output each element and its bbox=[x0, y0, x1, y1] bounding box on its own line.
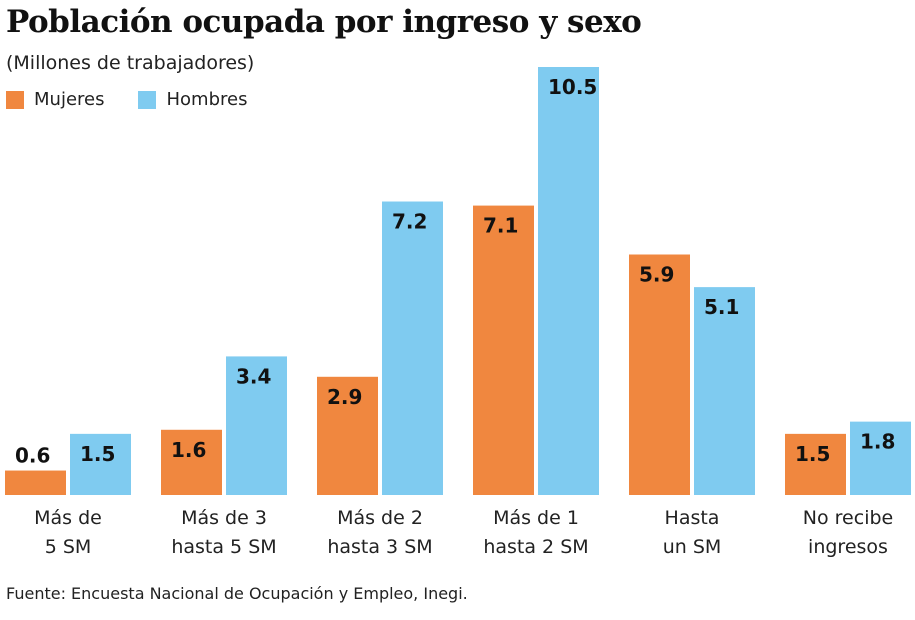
category-label-0: 5 SM bbox=[45, 536, 92, 558]
bar-mujeres-2 bbox=[317, 376, 378, 495]
category-label-1: Más de 3 bbox=[181, 507, 267, 529]
category-label-3: Más de 1 bbox=[493, 507, 579, 529]
category-label-5: ingresos bbox=[808, 536, 888, 558]
data-label-mujeres-4: 5.9 bbox=[639, 263, 674, 287]
chart-subtitle: (Millones de trabajadores) bbox=[6, 52, 255, 74]
data-label-mujeres-3: 7.1 bbox=[483, 214, 518, 238]
category-label-3: hasta 2 SM bbox=[483, 536, 588, 558]
legend: Mujeres Hombres bbox=[6, 89, 247, 110]
legend-item-hombres: Hombres bbox=[138, 89, 247, 110]
bar-mujeres-3 bbox=[473, 205, 534, 496]
bar-mujeres-4 bbox=[629, 254, 690, 495]
bar-hombres-5 bbox=[850, 421, 911, 495]
bar-mujeres-1 bbox=[161, 429, 222, 495]
category-label-5: No recibe bbox=[803, 507, 893, 529]
bar-mujeres-0 bbox=[5, 470, 66, 495]
category-label-2: hasta 3 SM bbox=[327, 536, 432, 558]
category-label-4: Hasta bbox=[665, 507, 720, 529]
category-label-1: hasta 5 SM bbox=[171, 536, 276, 558]
bar-hombres-4 bbox=[694, 287, 755, 495]
data-label-mujeres-1: 1.6 bbox=[171, 438, 206, 462]
source-note: Fuente: Encuesta Nacional de Ocupación y… bbox=[6, 584, 468, 603]
data-label-hombres-1: 3.4 bbox=[236, 364, 271, 388]
data-label-mujeres-2: 2.9 bbox=[327, 385, 362, 409]
category-label-0: Más de bbox=[34, 507, 102, 529]
chart-title: Población ocupada por ingreso y sexo bbox=[6, 4, 642, 40]
category-label-4: un SM bbox=[663, 536, 722, 558]
bar-hombres-3 bbox=[538, 67, 599, 495]
legend-label-hombres: Hombres bbox=[166, 89, 248, 110]
bar-hombres-1 bbox=[226, 356, 287, 495]
legend-label-mujeres: Mujeres bbox=[34, 89, 105, 110]
bar-hombres-2 bbox=[382, 201, 443, 495]
data-label-hombres-4: 5.1 bbox=[704, 295, 739, 319]
data-label-mujeres-5: 1.5 bbox=[795, 442, 830, 466]
legend-item-mujeres: Mujeres bbox=[6, 89, 104, 110]
category-label-2: Más de 2 bbox=[337, 507, 423, 529]
legend-swatch-mujeres bbox=[6, 90, 24, 109]
data-label-mujeres-0: 0.6 bbox=[15, 444, 50, 468]
data-label-hombres-3: 10.5 bbox=[548, 75, 597, 99]
data-label-hombres-0: 1.5 bbox=[80, 442, 115, 466]
data-label-hombres-2: 7.2 bbox=[392, 210, 427, 234]
data-label-hombres-5: 1.8 bbox=[860, 430, 895, 454]
bar-hombres-0 bbox=[70, 433, 131, 495]
legend-swatch-hombres bbox=[138, 90, 157, 109]
bar-mujeres-5 bbox=[785, 433, 846, 495]
